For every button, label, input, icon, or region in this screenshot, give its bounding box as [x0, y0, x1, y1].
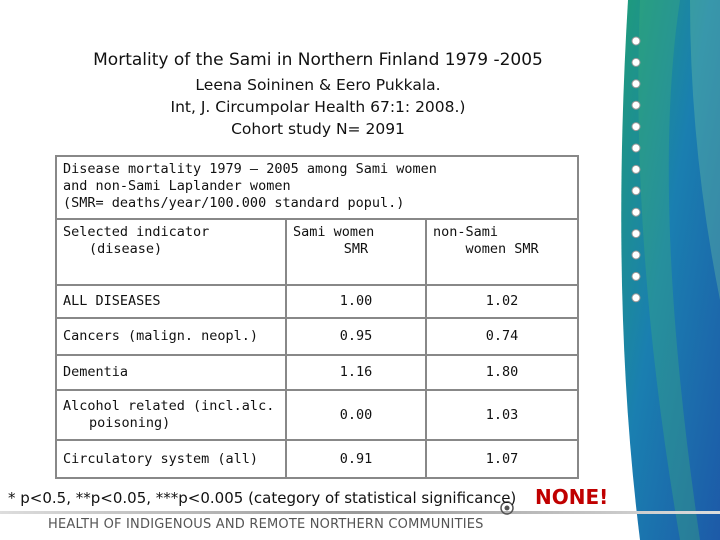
value-cell: 1.07 — [424, 439, 580, 479]
bullet — [631, 186, 641, 196]
label-line: ALL DISEASES — [63, 293, 161, 309]
bullet — [631, 164, 641, 174]
label-line: Circulatory system (all) — [63, 450, 259, 467]
verdict: NONE! — [535, 485, 609, 509]
label-line: Dementia — [63, 364, 129, 380]
row-label: ALL DISEASES — [55, 284, 287, 319]
value-cell: 1.80 — [424, 354, 580, 391]
header-line: SMR — [343, 241, 369, 257]
table-row: Cancers (malign. neopl.) 0.95 0.74 — [55, 317, 580, 356]
header-cell: non-Sami women SMR — [424, 218, 580, 286]
value-cell: 1.00 — [285, 284, 427, 319]
value-cell: 1.03 — [424, 389, 580, 441]
value-cell: 0.95 — [285, 317, 427, 356]
value-cell: 0.74 — [424, 317, 580, 356]
bullet — [631, 143, 641, 153]
table-row: ALL DISEASES 1.00 1.02 — [55, 284, 580, 319]
caption-line: (SMR= deaths/year/100.000 standard popul… — [63, 195, 405, 211]
header-cell: Sami women SMR — [285, 218, 427, 286]
row-label: Cancers (malign. neopl.) — [55, 317, 287, 356]
caption-row: Disease mortality 1979 – 2005 among Sami… — [54, 155, 580, 220]
bullet — [631, 293, 641, 303]
reference-line: Cohort study N= 2091 — [231, 120, 405, 138]
header-line: Selected indicator — [63, 224, 210, 240]
value-cell: 0.00 — [285, 389, 427, 441]
bullet — [631, 229, 641, 239]
title: Mortality of the Sami in Northern Finlan… — [93, 50, 543, 70]
bullet — [631, 122, 641, 132]
table-row: Dementia 1.16 1.80 — [55, 354, 580, 391]
bullet — [631, 100, 641, 110]
header-line: women SMR — [465, 241, 539, 257]
bullet — [631, 271, 641, 281]
caption-line: and non-Sami Laplander women — [63, 178, 291, 194]
row-label: Alcohol related (incl.alc. poisoning) — [55, 389, 287, 441]
reference: Leena Soininen & Eero Pukkala. Int, J. Ci… — [0, 74, 636, 140]
label-line: Cancers (malign. neopl.) — [63, 328, 259, 344]
mortality-table: Disease mortality 1979 – 2005 among Sami… — [54, 155, 580, 479]
footnote: * p<0.5, **p<0.05, ***p<0.005 (category … — [8, 489, 517, 507]
reference-line: Int, J. Circumpolar Health 67:1: 2008.) — [170, 98, 466, 116]
header-line: (disease) — [89, 241, 163, 257]
bullet — [631, 57, 641, 67]
bullet — [631, 36, 641, 46]
value-cell: 0.91 — [285, 439, 427, 479]
table-row: Circulatory system (all) 0.91 1.07 — [55, 439, 580, 479]
bullet — [631, 207, 641, 217]
value-cell: 1.02 — [424, 284, 580, 319]
footer: HEALTH OF INDIGENOUS AND REMOTE NORTHERN… — [48, 517, 484, 532]
row-label: Circulatory system (all) — [55, 439, 287, 479]
row-label: Dementia — [55, 354, 287, 391]
header-line: Sami women — [293, 224, 375, 240]
bullet — [631, 250, 641, 260]
caption-line: Disease mortality 1979 – 2005 among Sami… — [63, 161, 437, 177]
sidebar-band — [621, 0, 720, 540]
header-row: Selected indicator (disease) Sami women SMR… — [55, 218, 580, 286]
caption-cell: Disease mortality 1979 – 2005 among Sami… — [54, 155, 580, 220]
header-cell: Selected indicator (disease) — [55, 218, 287, 286]
value-cell: 1.16 — [285, 354, 427, 391]
footer-rule — [0, 511, 720, 514]
bullet — [631, 79, 641, 89]
header-line: non-Sami — [433, 224, 499, 240]
reference-line: Leena Soininen & Eero Pukkala. — [195, 76, 441, 94]
table-row: Alcohol related (incl.alc. poisoning) 0.00… — [55, 389, 580, 441]
label-line: Alcohol related (incl.alc. — [63, 398, 275, 414]
label-line: poisoning) — [89, 415, 171, 431]
